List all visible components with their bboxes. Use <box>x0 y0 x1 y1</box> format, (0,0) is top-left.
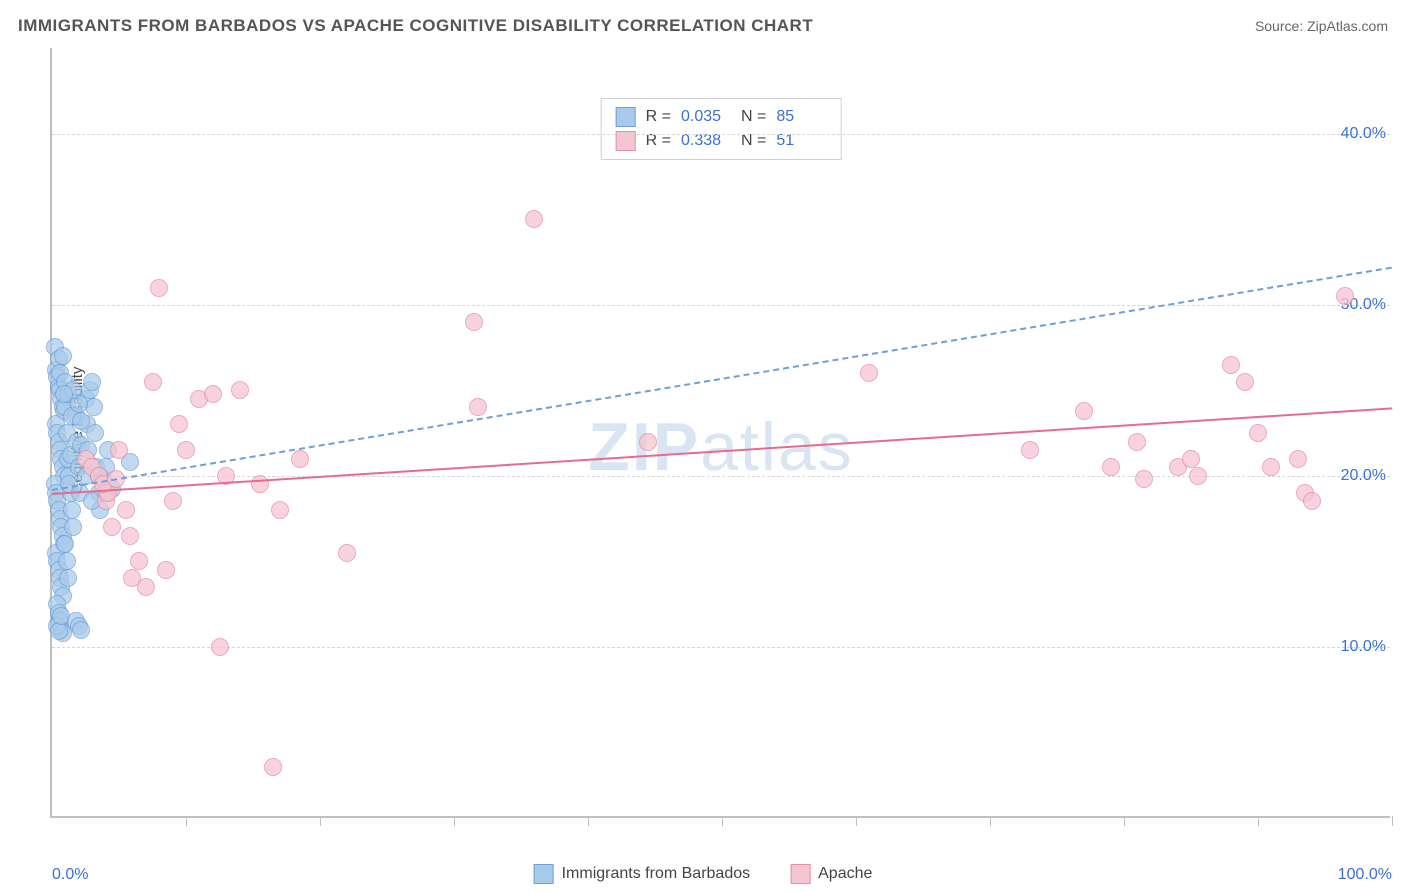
grid-line <box>52 305 1390 306</box>
data-point-apache <box>639 433 657 451</box>
x-min-label: 0.0% <box>52 866 88 884</box>
data-point-apache <box>204 385 222 403</box>
data-point-barbados <box>56 535 74 553</box>
data-point-apache <box>1075 402 1093 420</box>
data-point-apache <box>1262 458 1280 476</box>
chart-title: IMMIGRANTS FROM BARBADOS VS APACHE COGNI… <box>18 16 813 36</box>
n-label: N = <box>741 108 766 126</box>
data-point-barbados <box>72 412 90 430</box>
data-point-apache <box>211 638 229 656</box>
data-point-apache <box>1102 458 1120 476</box>
legend-swatch <box>616 107 636 127</box>
source-label: Source: <box>1255 18 1303 34</box>
series-legend: Immigrants from Barbados Apache <box>534 864 873 884</box>
data-point-apache <box>1236 373 1254 391</box>
scatter-plot: ZIPatlas R = 0.035 N = 85 R = 0.338 N = 51 10.0… <box>50 48 1390 818</box>
data-point-apache <box>251 475 269 493</box>
data-point-apache <box>1336 287 1354 305</box>
legend-item-apache: Apache <box>790 864 872 884</box>
data-point-barbados <box>64 518 82 536</box>
data-point-apache <box>177 441 195 459</box>
data-point-apache <box>121 527 139 545</box>
r-label: R = <box>646 108 671 126</box>
data-point-apache <box>231 381 249 399</box>
x-tick <box>990 816 991 826</box>
x-tick <box>320 816 321 826</box>
legend-swatch <box>534 864 554 884</box>
x-tick <box>722 816 723 826</box>
legend-item-barbados: Immigrants from Barbados <box>534 864 751 884</box>
x-tick <box>186 816 187 826</box>
data-point-apache <box>271 501 289 519</box>
legend-label: Apache <box>818 865 872 883</box>
y-tick-label: 10.0% <box>1335 638 1392 656</box>
n-value: 51 <box>776 132 826 150</box>
x-tick <box>588 816 589 826</box>
data-point-apache <box>1303 492 1321 510</box>
r-value: 0.338 <box>681 132 731 150</box>
data-point-apache <box>465 313 483 331</box>
data-point-barbados <box>54 347 72 365</box>
data-point-barbados <box>83 373 101 391</box>
stats-row-barbados: R = 0.035 N = 85 <box>616 105 827 129</box>
x-tick <box>856 816 857 826</box>
data-point-barbados <box>58 552 76 570</box>
data-point-barbados <box>59 569 77 587</box>
grid-line <box>52 647 1390 648</box>
n-label: N = <box>741 132 766 150</box>
data-point-apache <box>110 441 128 459</box>
data-point-apache <box>1289 450 1307 468</box>
data-point-apache <box>1021 441 1039 459</box>
grid-line <box>52 134 1390 135</box>
x-tick <box>1124 816 1125 826</box>
data-point-apache <box>150 279 168 297</box>
legend-swatch <box>790 864 810 884</box>
data-point-apache <box>1182 450 1200 468</box>
data-point-apache <box>164 492 182 510</box>
r-label: R = <box>646 132 671 150</box>
data-point-apache <box>860 364 878 382</box>
data-point-apache <box>1249 424 1267 442</box>
watermark: ZIPatlas <box>588 408 853 486</box>
chart-source: Source: ZipAtlas.com <box>1255 18 1388 34</box>
data-point-apache <box>469 398 487 416</box>
y-tick-label: 20.0% <box>1335 467 1392 485</box>
data-point-apache <box>264 758 282 776</box>
data-point-apache <box>157 561 175 579</box>
data-point-barbados <box>86 424 104 442</box>
data-point-apache <box>338 544 356 562</box>
n-value: 85 <box>776 108 826 126</box>
data-point-apache <box>525 210 543 228</box>
source-name: ZipAtlas.com <box>1307 18 1388 34</box>
r-value: 0.035 <box>681 108 731 126</box>
x-tick <box>1258 816 1259 826</box>
y-tick-label: 40.0% <box>1335 125 1392 143</box>
data-point-apache <box>130 552 148 570</box>
x-max-label: 100.0% <box>1338 866 1392 884</box>
data-point-barbados <box>55 385 73 403</box>
stats-legend: R = 0.035 N = 85 R = 0.338 N = 51 <box>601 98 842 160</box>
data-point-apache <box>170 415 188 433</box>
data-point-apache <box>137 578 155 596</box>
data-point-apache <box>1189 467 1207 485</box>
data-point-apache <box>103 518 121 536</box>
data-point-apache <box>291 450 309 468</box>
legend-label: Immigrants from Barbados <box>562 865 751 883</box>
data-point-apache <box>1135 470 1153 488</box>
x-tick <box>1392 816 1393 826</box>
data-point-barbados <box>50 622 68 640</box>
chart-header: IMMIGRANTS FROM BARBADOS VS APACHE COGNI… <box>0 0 1406 42</box>
data-point-apache <box>117 501 135 519</box>
data-point-apache <box>1222 356 1240 374</box>
data-point-apache <box>144 373 162 391</box>
x-tick <box>454 816 455 826</box>
data-point-apache <box>1128 433 1146 451</box>
data-point-barbados <box>63 501 81 519</box>
data-point-barbados <box>72 621 90 639</box>
